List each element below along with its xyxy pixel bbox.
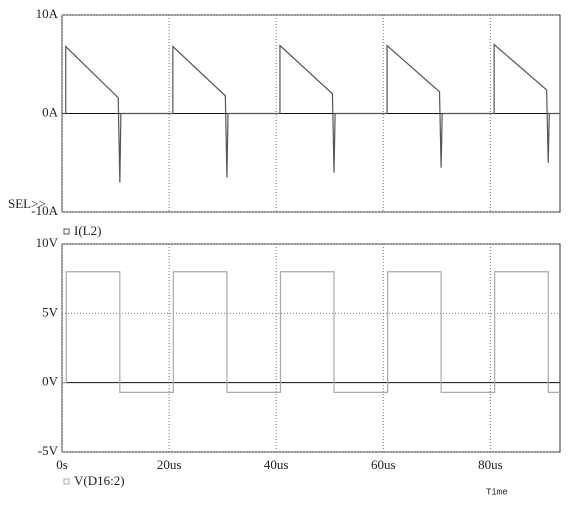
y-tick-label: 10V — [36, 235, 59, 250]
series-line — [62, 43, 560, 183]
x-tick-label: 60us — [371, 457, 396, 472]
x-tick-label: 0s — [56, 457, 68, 472]
x-tick-label: 40us — [264, 457, 289, 472]
legend-label: V(D16:2) — [74, 473, 125, 488]
plot-frame — [61, 243, 561, 453]
x-axis-label: Time — [486, 487, 508, 497]
series-line — [62, 271, 560, 393]
y-tick-label: 0A — [42, 104, 59, 119]
y-tick-label: 5V — [42, 304, 59, 319]
y-tick-label: 10A — [36, 6, 59, 21]
legend-symbol — [63, 478, 70, 485]
y-tick-label: -10A — [31, 203, 58, 218]
legend-label: I(L2) — [74, 223, 101, 238]
x-tick-label: 20us — [157, 457, 182, 472]
x-tick-label: 80us — [478, 457, 503, 472]
axis-label: SEL>> — [8, 196, 46, 211]
legend-symbol — [63, 228, 70, 235]
y-tick-label: -5V — [38, 443, 59, 458]
y-tick-label: 0V — [42, 374, 59, 389]
